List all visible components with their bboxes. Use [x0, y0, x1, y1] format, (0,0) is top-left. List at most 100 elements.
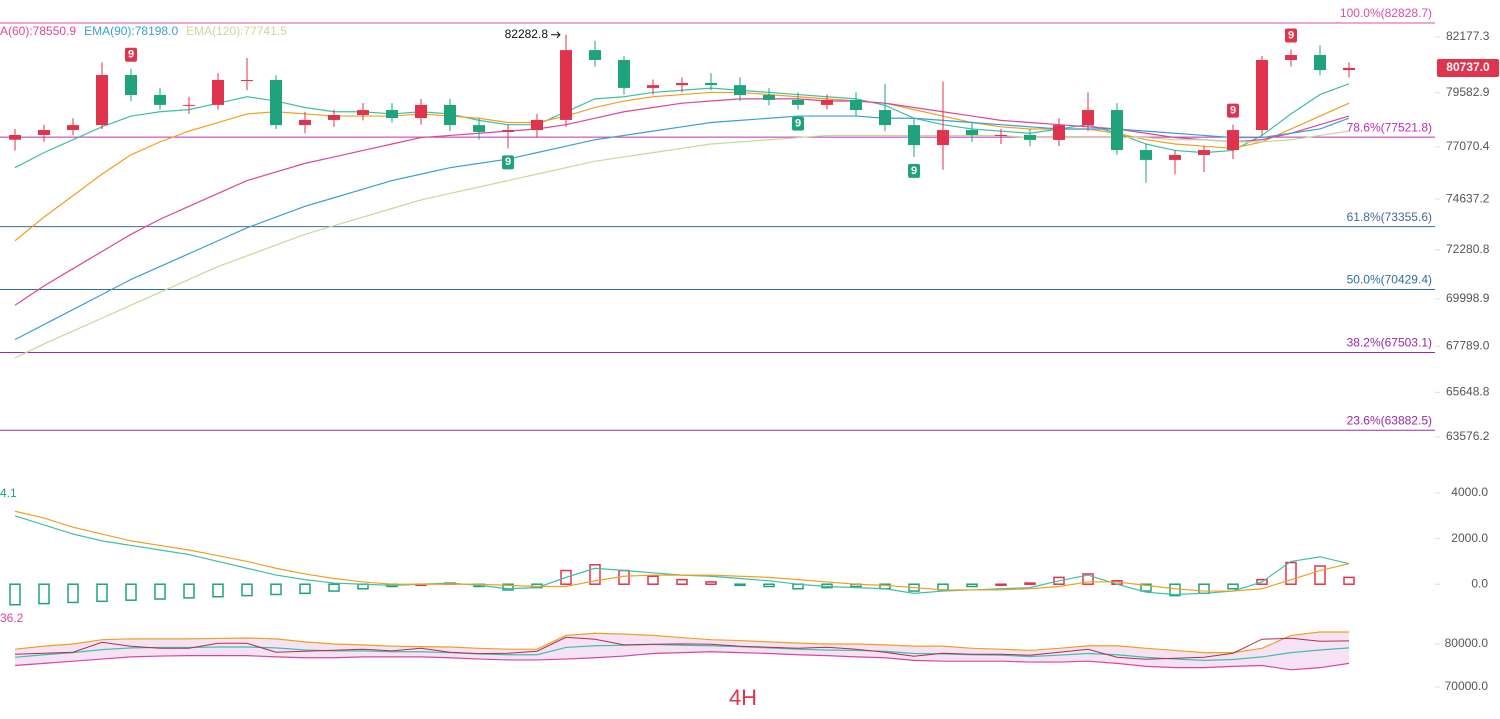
y-tick-label: 69998.9 — [1446, 291, 1490, 305]
candle-body — [502, 130, 514, 132]
candle-body — [995, 134, 1007, 136]
legend-entry: A(60):78550.9 — [0, 24, 76, 38]
macd-bar — [589, 564, 601, 585]
candle-body — [444, 104, 456, 126]
candle-body — [705, 82, 717, 86]
price-line — [14, 636, 1350, 660]
fib-label: 78.6%(77521.8) — [1347, 120, 1432, 134]
fib-label: 23.6%(63882.5) — [1347, 413, 1432, 427]
y-tick-label: 72280.8 — [1446, 242, 1490, 256]
candle-body — [386, 110, 398, 119]
candle-body — [850, 99, 862, 111]
macd-bar — [1140, 583, 1152, 592]
legend-entry: EMA(120):77741.5 — [186, 24, 287, 38]
macd-bar — [299, 583, 311, 595]
td-label: 9 — [1230, 105, 1236, 117]
max-label: 82282.8 — [505, 27, 549, 41]
band-middle — [14, 643, 1350, 661]
max-arrow — [551, 31, 561, 39]
fib-label: 100.0%(82828.7) — [1340, 6, 1432, 20]
macd-bar — [1053, 576, 1065, 585]
fib-label: 61.8%(73355.6) — [1347, 210, 1432, 224]
last-price-label: 80737.0 — [1446, 60, 1490, 74]
legend-entry: EMA(90):78198.0 — [84, 24, 178, 38]
candle-body — [357, 110, 369, 115]
pane-label: 36.2 — [0, 611, 24, 625]
macd-bar — [763, 583, 775, 588]
candle-body — [1169, 154, 1181, 160]
td-label: 9 — [505, 156, 511, 168]
candle-body — [966, 130, 978, 135]
fib-label: 38.2%(67503.1) — [1347, 336, 1432, 350]
macd-bar — [1227, 583, 1239, 590]
macd-bar — [154, 583, 166, 600]
macd-bar — [270, 583, 282, 596]
candle-body — [821, 99, 833, 105]
macd-bar — [1343, 576, 1355, 585]
td-badge — [792, 116, 804, 131]
td-badge — [125, 47, 137, 62]
last-price-box — [1437, 58, 1499, 77]
macd-bar — [1169, 583, 1181, 597]
candle-body — [415, 104, 427, 119]
y-tick-label: 79582.9 — [1446, 85, 1490, 99]
y-tick-label: 82177.3 — [1446, 29, 1490, 43]
candle-body — [1111, 110, 1123, 151]
candle-body — [792, 99, 804, 105]
y-tick-label: 0.0 — [1471, 576, 1488, 590]
macd-bar — [647, 575, 659, 585]
candle-body — [734, 85, 746, 96]
candle-body — [908, 125, 920, 146]
macd-bar — [183, 583, 195, 599]
candle-body — [531, 119, 543, 131]
td-badge — [502, 155, 514, 170]
macd-bar — [1314, 565, 1326, 585]
candle-body — [1024, 134, 1036, 140]
candle-body — [270, 79, 282, 126]
candle-body — [154, 95, 166, 105]
candle-body — [560, 50, 572, 120]
candle-body — [618, 59, 630, 88]
candle-body — [879, 110, 891, 126]
td-label: 9 — [128, 49, 134, 61]
band-upper — [14, 631, 1349, 654]
candle-body — [1343, 67, 1355, 71]
td-label: 9 — [911, 165, 917, 177]
candle-body — [1053, 125, 1065, 140]
y-tick-label: 70000.0 — [1445, 679, 1489, 693]
candle-body — [1227, 130, 1239, 151]
candle-body — [1140, 150, 1152, 160]
td-label: 9 — [1288, 29, 1294, 41]
candle-body — [1198, 150, 1210, 155]
candle-body — [241, 79, 253, 81]
candle-body — [1285, 55, 1297, 60]
macd-bar — [1256, 578, 1268, 585]
ema-line — [14, 115, 1350, 341]
y-tick-label: 67789.0 — [1446, 338, 1490, 352]
candle-body — [589, 50, 601, 60]
candle-body — [763, 95, 775, 100]
macd-bar — [212, 583, 224, 598]
y-tick-label: 80000.0 — [1445, 636, 1489, 650]
ema-line — [14, 98, 1350, 306]
candle-body — [1256, 59, 1268, 131]
macd-bar — [67, 583, 79, 604]
pane-label: 4.1 — [0, 486, 17, 500]
band-fill — [15, 631, 1349, 670]
macd-bar — [734, 583, 746, 587]
y-tick-label: 74637.2 — [1446, 191, 1490, 205]
candle-body — [937, 130, 949, 146]
candle-body — [676, 82, 688, 86]
watermark: 4H — [729, 685, 757, 710]
td-badge — [1227, 103, 1239, 118]
y-tick-label: 2000.0 — [1451, 531, 1488, 545]
ema-line — [14, 91, 1350, 242]
macd-bar — [1082, 573, 1094, 585]
candle-body — [67, 125, 79, 131]
candle-body — [96, 75, 108, 126]
candle-body — [38, 130, 50, 135]
candle-body — [1314, 55, 1326, 71]
candle-body — [125, 75, 137, 96]
fib-label: 50.0%(70429.4) — [1347, 273, 1432, 287]
macd-bar — [328, 583, 340, 592]
